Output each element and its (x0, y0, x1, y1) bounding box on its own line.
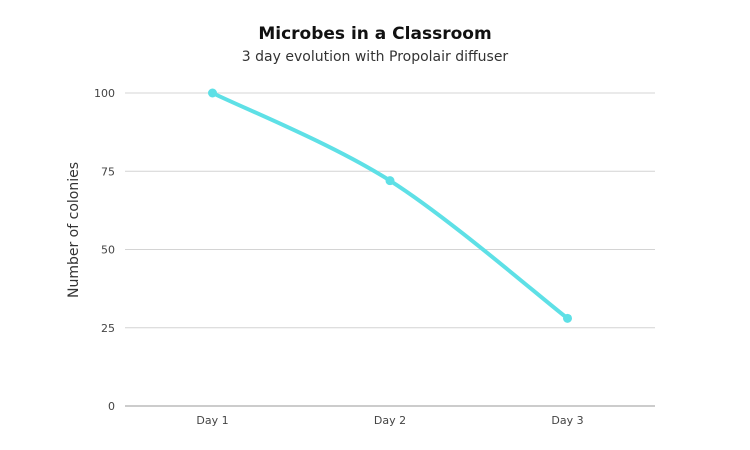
y-axis-title: Number of colonies (66, 162, 82, 298)
x-tick-label: Day 1 (196, 414, 228, 427)
y-tick-label: 0 (108, 400, 115, 413)
y-tick-label: 50 (101, 244, 115, 257)
y-tick-labels: 0 25 50 75 100 (94, 87, 115, 413)
chart-title: Microbes in a Classroom (258, 24, 492, 44)
series (208, 88, 572, 323)
data-point (208, 88, 217, 98)
series-line (210, 91, 570, 321)
x-tick-label: Day 3 (551, 414, 583, 427)
data-point (385, 176, 395, 186)
x-tick-labels: Day 1 Day 2 Day 3 (196, 414, 583, 427)
y-tick-label: 100 (94, 87, 115, 100)
data-point (563, 313, 572, 323)
y-tick-label: 25 (101, 322, 115, 335)
gridlines (125, 92, 655, 407)
x-tick-label: Day 2 (374, 414, 406, 427)
y-tick-label: 75 (101, 165, 115, 178)
chart-subtitle: 3 day evolution with Propolair diffuser (241, 49, 509, 65)
